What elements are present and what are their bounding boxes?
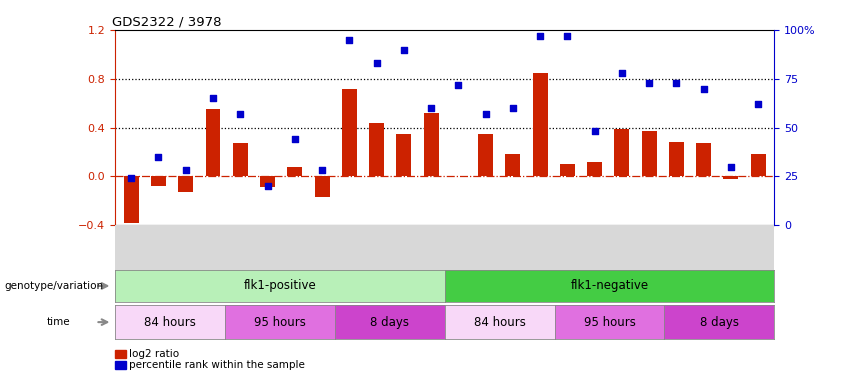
Bar	[751, 154, 766, 176]
Text: 95 hours: 95 hours	[584, 316, 636, 328]
Point	[369, 60, 383, 66]
Text: 84 hours: 84 hours	[144, 316, 196, 328]
Bar	[342, 88, 357, 176]
Point	[751, 101, 765, 107]
Point	[697, 86, 711, 92]
Bar	[397, 134, 411, 176]
Point	[260, 183, 274, 189]
Point	[643, 80, 656, 86]
Bar	[587, 162, 602, 176]
Point	[615, 70, 629, 76]
Point	[724, 164, 738, 170]
Text: 8 days: 8 days	[700, 316, 739, 328]
Bar	[151, 176, 166, 186]
Bar	[233, 143, 248, 176]
Text: 84 hours: 84 hours	[474, 316, 526, 328]
Bar	[696, 143, 711, 176]
Point	[479, 111, 493, 117]
Text: genotype/variation: genotype/variation	[4, 281, 103, 291]
Bar	[260, 176, 275, 187]
Text: percentile rank within the sample: percentile rank within the sample	[129, 360, 305, 370]
Bar	[369, 123, 384, 176]
Text: GDS2322 / 3978: GDS2322 / 3978	[111, 16, 221, 29]
Bar	[123, 176, 139, 223]
Point	[179, 167, 192, 173]
Point	[452, 82, 465, 88]
Bar	[560, 164, 574, 176]
Text: log2 ratio: log2 ratio	[129, 349, 179, 358]
Text: 8 days: 8 days	[370, 316, 409, 328]
Point	[342, 37, 356, 43]
Text: 95 hours: 95 hours	[254, 316, 306, 328]
Bar	[642, 131, 656, 176]
Point	[424, 105, 437, 111]
Point	[534, 33, 547, 39]
Bar	[424, 113, 438, 176]
Point	[206, 95, 220, 101]
Point	[506, 105, 520, 111]
Point	[670, 80, 683, 86]
Bar	[614, 129, 629, 176]
Text: time: time	[47, 317, 71, 327]
Bar	[669, 142, 684, 176]
Point	[124, 175, 138, 181]
Text: flk1-negative: flk1-negative	[570, 279, 648, 292]
Point	[315, 167, 328, 173]
Point	[151, 154, 165, 160]
Point	[233, 111, 247, 117]
Bar	[315, 176, 329, 197]
Point	[397, 46, 410, 53]
Bar	[178, 176, 193, 192]
Point	[588, 128, 602, 134]
Bar	[478, 134, 493, 176]
Bar	[288, 166, 302, 176]
Bar	[205, 109, 220, 176]
Bar	[505, 154, 520, 176]
Bar	[723, 176, 739, 179]
Point	[561, 33, 574, 39]
Text: flk1-positive: flk1-positive	[243, 279, 316, 292]
Point	[288, 136, 301, 142]
Bar	[533, 73, 547, 176]
